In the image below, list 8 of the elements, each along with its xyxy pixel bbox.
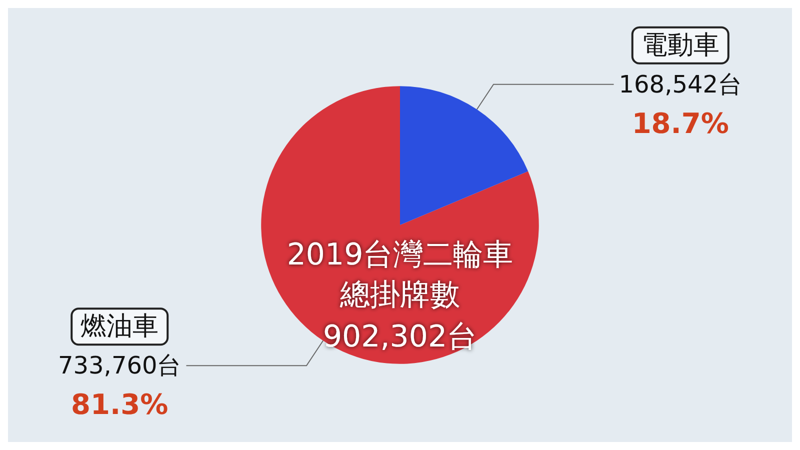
- text: 18.7%: [632, 106, 729, 140]
- text: 902,302台: [322, 320, 478, 354]
- text: 2019台灣二輪車總掛牌數: [286, 238, 514, 312]
- slice-label: 燃油車: [80, 312, 159, 342]
- text: 81.3%: [71, 388, 168, 422]
- data-label: 168,542台: [618, 70, 742, 98]
- data-label: 733,760台: [58, 352, 182, 380]
- slice-label: 電動車: [641, 30, 720, 60]
